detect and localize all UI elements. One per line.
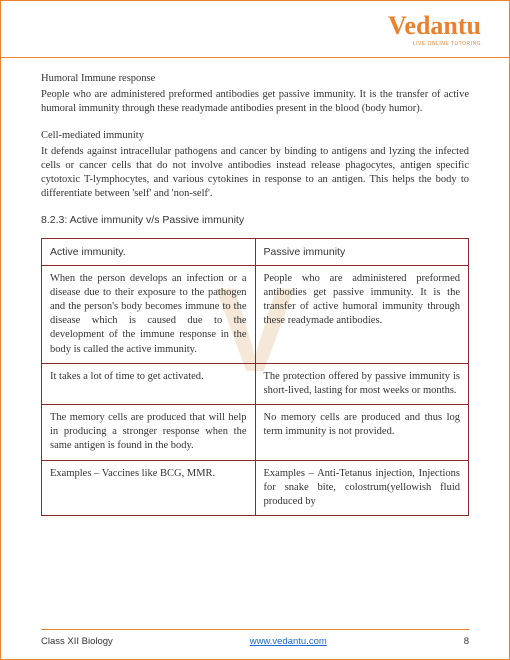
table-row: When the person develops an infection or… xyxy=(42,265,469,363)
section1-body: People who are administered preformed an… xyxy=(41,88,469,116)
table-row: The memory cells are produced that will … xyxy=(42,405,469,461)
comparison-table: Active immunity. Passive immunity When t… xyxy=(41,238,469,517)
col-header-passive: Passive immunity xyxy=(255,238,469,265)
table-row: Examples – Vaccines like BCG, MMR. Examp… xyxy=(42,460,469,516)
table-heading: 8.2.3: Active immunity v/s Passive immun… xyxy=(41,213,469,227)
cell: It takes a lot of time to get activated. xyxy=(42,363,256,404)
cell: Examples – Vaccines like BCG, MMR. xyxy=(42,460,256,516)
footer-page-number: 8 xyxy=(464,636,469,647)
footer-link[interactable]: www.vedantu.com xyxy=(250,636,327,647)
footer-row: Class XII Biology www.vedantu.com 8 xyxy=(41,636,469,647)
table-row: It takes a lot of time to get activated.… xyxy=(42,363,469,404)
section2-body: It defends against intracellular pathoge… xyxy=(41,145,469,202)
cell: The protection offered by passive immuni… xyxy=(255,363,469,404)
page-header: Vedantu LIVE ONLINE TUTORING xyxy=(1,1,509,53)
cell: The memory cells are produced that will … xyxy=(42,405,256,461)
cell: When the person develops an infection or… xyxy=(42,265,256,363)
footer-divider xyxy=(41,629,469,630)
section2-title: Cell-mediated immunity xyxy=(41,129,469,143)
brand-name: Vedantu xyxy=(388,13,481,39)
main-content: Humoral Immune response People who are a… xyxy=(1,72,509,516)
cell: No memory cells are produced and thus lo… xyxy=(255,405,469,461)
footer-class-label: Class XII Biology xyxy=(41,636,113,647)
page-footer: Class XII Biology www.vedantu.com 8 xyxy=(1,621,509,659)
cell: Examples – Anti-Tetanus injection, Injec… xyxy=(255,460,469,516)
brand-tagline: LIVE ONLINE TUTORING xyxy=(388,41,481,47)
header-divider xyxy=(1,57,509,58)
section1-title: Humoral Immune response xyxy=(41,72,469,86)
brand-logo: Vedantu LIVE ONLINE TUTORING xyxy=(388,13,481,47)
cell: People who are administered preformed an… xyxy=(255,265,469,363)
col-header-active: Active immunity. xyxy=(42,238,256,265)
table-header-row: Active immunity. Passive immunity xyxy=(42,238,469,265)
